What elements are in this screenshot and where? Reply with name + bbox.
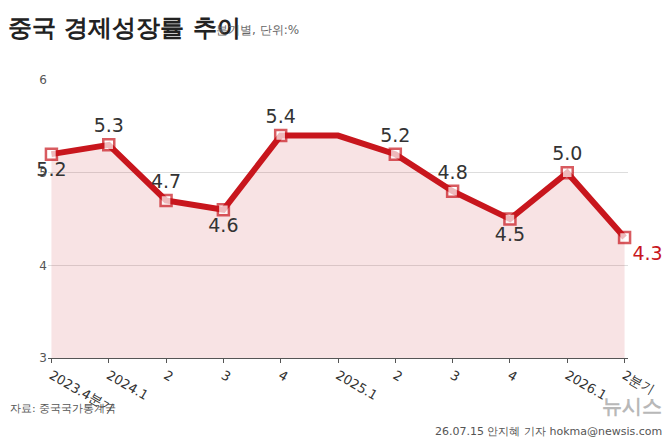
svg-text:2: 2 [391,367,406,384]
svg-text:2025.1: 2025.1 [333,367,380,403]
svg-text:26.07.15 안지혜 기자 hokma@newsis.c: 26.07.15 안지혜 기자 hokma@newsis.com [435,425,662,438]
svg-text:4.3: 4.3 [632,242,662,264]
svg-text:5.2: 5.2 [380,124,410,146]
svg-text:3: 3 [448,367,463,384]
svg-text:2026.1: 2026.1 [563,367,610,403]
svg-text:2023.4분기: 2023.4분기 [47,367,116,416]
svg-text:4: 4 [39,259,47,273]
svg-text:6: 6 [39,73,47,87]
svg-text:4.5: 4.5 [495,223,525,245]
svg-text:4.8: 4.8 [438,161,468,183]
svg-text:4: 4 [505,367,520,384]
svg-text:자료: 중국국가통계국: 자료: 중국국가통계국 [10,402,116,415]
svg-text:5.0: 5.0 [552,142,582,164]
svg-text:5: 5 [39,166,47,180]
svg-text:2024.1: 2024.1 [104,367,151,403]
svg-text:2: 2 [161,367,176,384]
svg-text:중국 경제성장률 추이: 중국 경제성장률 추이 [8,14,241,42]
svg-text:5.4: 5.4 [266,105,296,127]
svg-text:4.7: 4.7 [151,170,181,192]
svg-text:뉴시스: 뉴시스 [602,394,662,418]
svg-text:4: 4 [276,367,291,384]
svg-text:4.6: 4.6 [208,214,238,236]
svg-text:3: 3 [39,351,47,365]
svg-text:5.2: 5.2 [36,158,66,180]
svg-text:5.3: 5.3 [94,114,124,136]
svg-text:3: 3 [219,367,234,384]
svg-text:분기별, 단위:%: 분기별, 단위:% [216,23,299,37]
svg-text:2분기: 2분기 [620,367,657,397]
